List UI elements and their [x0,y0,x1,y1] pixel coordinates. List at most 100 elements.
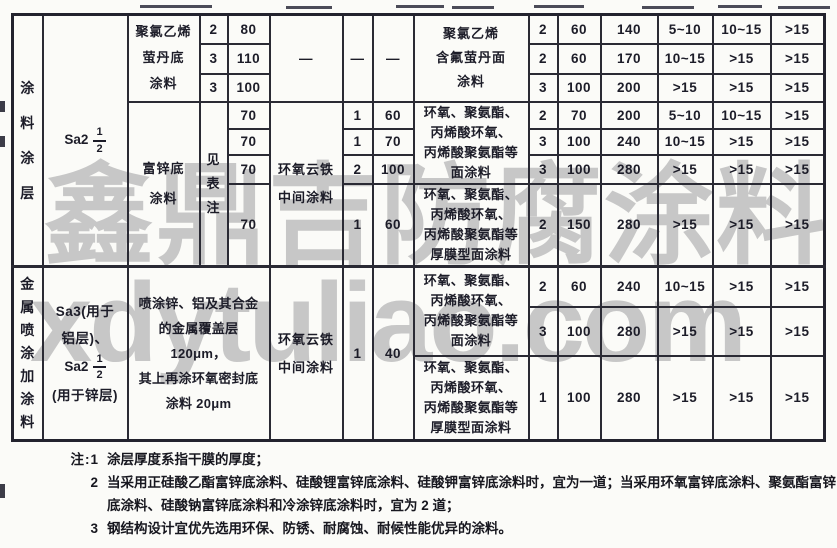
face-name-cell: 环氧、聚氨酯、 丙烯酸环氧、 丙烯酸聚氨酯等 面涂料 [412,265,530,357]
durability-cell-3: >15 [769,153,826,185]
scan-artifact-dash [778,6,830,9]
primer-coats-cell: 3 [198,42,229,75]
note-text: 钢结构设计宜优先选用环保、防锈、耐腐蚀、耐候性能优异的涂料。 [107,521,512,536]
face-coats-cell: 3 [527,127,559,156]
note-3: 3 钢结构设计宜优先选用环保、防锈、耐腐蚀、耐候性能优异的涂料。 [55,521,837,536]
mid-thickness-cell: 60 [371,100,415,130]
durability-cell-3: >15 [769,100,826,130]
face-coats-cell: 2 [527,182,559,268]
note-marker: 注:1 [70,452,99,467]
durability-cell-1: >15 [656,305,714,357]
primer-thickness-cell: 80 [226,13,271,45]
face-thickness-cell: 60 [556,265,602,308]
mid-coats-cell: 1 [341,100,374,130]
durability-cell-2: >15 [711,127,772,156]
durability-cell-3: >15 [769,182,826,268]
durability-cell-1: 10~15 [656,127,714,156]
durability-cell-1: 5~10 [656,13,714,45]
face-coats-cell: 2 [527,265,559,308]
face-thickness-cell: 100 [556,305,602,357]
scan-artifact-edge [0,136,5,147]
scan-artifact-dash [718,5,762,8]
durability-cell-2: 10~15 [711,13,772,45]
durability-cell-1: >15 [656,354,714,442]
mid-thickness-cell: 100 [371,153,415,185]
durability-cell-2: >15 [711,265,772,308]
scan-artifact-dash [396,5,444,8]
table-row: 富锌底 涂料 见 表 注 70 环氧云铁 中间涂料 1 60 环氧、聚氨酯、 丙… [13,100,826,268]
face-thickness-cell: 150 [556,182,602,268]
note-text: 当采用正硅酸乙酯富锌底涂料、硅酸锂富锌底涂料、硅酸钾富锌底涂料时，宜为一道；当采… [107,475,836,490]
durability-cell-2: >15 [711,72,772,103]
mid-thickness-cell: 70 [371,127,415,156]
scan-artifact-edge [0,484,5,498]
primer-coats-cell: 2 [198,13,229,45]
total-thickness-cell: 280 [599,182,659,268]
primer-thickness-cell: 70 [226,127,271,156]
primer-name-cell: 聚氯乙烯 萤丹底 涂料 [126,13,201,103]
durability-cell-2: >15 [711,42,772,75]
total-thickness-cell: 280 [599,354,659,442]
durability-cell-1: >15 [656,72,714,103]
mid-name-cell: 环氧云铁 中间涂料 [268,265,344,442]
durability-cell-3: >15 [769,72,826,103]
durability-cell-3: >15 [769,354,826,442]
mid-coats-cell: 1 [341,127,374,156]
mid-name-cell: — [268,13,344,103]
total-thickness-cell: 280 [599,153,659,185]
scan-artifact-edge [0,101,5,112]
table-row: 70 1 60 环氧、聚氨酯、 丙烯酸环氧、 丙烯酸聚氨酯等 厚膜型面涂料 2 … [13,182,826,268]
face-thickness-cell: 60 [556,42,602,75]
mid-coats-cell: — [341,13,374,103]
table-row: 70 2 100 3 100 280 >15 >15 >15 [13,153,826,185]
category-cell: 涂 料 涂 层 [11,13,44,268]
total-thickness-cell: 240 [599,127,659,156]
primer-coats-cell: 3 [198,72,229,103]
face-name-cell: 环氧、聚氨酯、 丙烯酸环氧、 丙烯酸聚氨酯等 厚膜型面涂料 [412,354,530,442]
note-2: 2 当采用正硅酸乙酯富锌底涂料、硅酸锂富锌底涂料、硅酸钾富锌底涂料时，宜为一道；… [55,475,837,490]
mid-thickness-cell: — [371,13,415,103]
total-thickness-cell: 240 [599,265,659,308]
face-thickness-cell: 70 [556,100,602,130]
scan-artifact-dash [452,6,494,9]
category-cell: 金 属 喷 涂 加 涂 料 [11,265,44,442]
primer-thickness-cell: 70 [226,182,271,268]
metal-coating-desc-cell: 喷涂锌、铝及其合金 的金属覆盖层 120μm， 其上再涂环氧密封底 涂料 20μ… [126,265,271,442]
face-coats-cell: 2 [527,42,559,75]
face-name-cell: 环氧、聚氨酯、 丙烯酸环氧、 丙烯酸聚氨酯等 面涂料 [412,100,530,185]
primer-name-cell: 富锌底 涂料 [126,100,201,268]
table-row: 涂 料 涂 层 Sa2 1 2 聚氯乙烯 萤丹底 涂料 2 80 — — — 聚氯乙… [11,13,826,268]
face-name-cell: 聚氯乙烯 含氟萤丹面 涂料 [412,13,530,103]
face-thickness-cell: 100 [556,72,602,103]
durability-cell-3: >15 [769,305,826,357]
mid-coats-cell: 1 [341,265,374,442]
face-coats-cell: 3 [527,305,559,357]
face-name-cell: 环氧、聚氨酯、 丙烯酸环氧、 丙烯酸聚氨酯等 厚膜型面涂料 [412,182,530,268]
surface-prep-cell: Sa2 1 2 [41,13,129,268]
surface-prep-cell: Sa3(用于 铝层)、 Sa2 1 2 (用于锌层) [41,265,129,442]
scan-artifact-dash [140,5,212,8]
scan-artifact-dash [286,6,332,9]
scan-artifact-dash [642,6,694,9]
note-text: 底涂料、硅酸钠富锌底涂料和冷涂锌底涂料时，宜为 2 道； [107,498,460,513]
scan-artifact-dash [534,5,584,8]
table-row: 3 100 3 100 200 >15 >15 >15 [13,72,826,103]
note-2-continued: 底涂料、硅酸钠富锌底涂料和冷涂锌底涂料时，宜为 2 道； [55,498,837,513]
face-thickness-cell: 100 [556,354,602,442]
durability-cell-2: 10~15 [711,100,772,130]
note-1: 注:1 涂层厚度系指干膜的厚度； [55,452,837,467]
total-thickness-cell: 200 [599,72,659,103]
primer-thickness-cell: 100 [226,72,271,103]
primer-thickness-cell: 110 [226,42,271,75]
face-thickness-cell: 100 [556,153,602,185]
durability-cell-2: >15 [711,153,772,185]
durability-cell-1: >15 [656,182,714,268]
note-marker: 3 [90,521,99,536]
mid-thickness-cell: 60 [371,182,415,268]
note-marker [55,498,99,513]
face-coats-cell: 2 [527,100,559,130]
table-row: 环氧、聚氨酯、 丙烯酸环氧、 丙烯酸聚氨酯等 厚膜型面涂料 1 100 280 … [13,354,826,442]
durability-cell-1: 10~15 [656,42,714,75]
